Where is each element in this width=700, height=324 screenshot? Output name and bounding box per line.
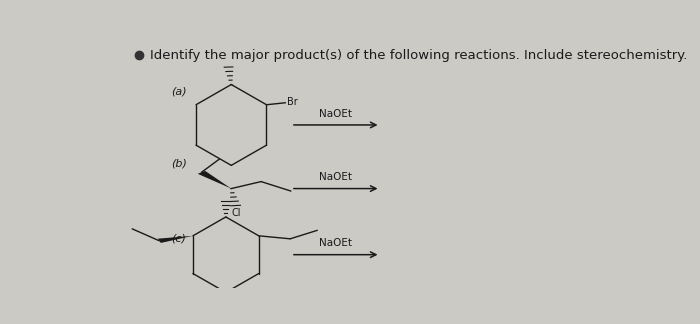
Text: (c): (c) [172,234,186,243]
Text: Cl: Cl [232,208,242,218]
Text: NaOEt: NaOEt [319,172,352,182]
Text: Identify the major product(s) of the following reactions. Include stereochemistr: Identify the major product(s) of the fol… [150,49,687,62]
Text: Br: Br [286,97,297,107]
Text: (b): (b) [172,159,188,168]
Polygon shape [197,171,231,189]
Text: NaOEt: NaOEt [319,109,352,119]
Polygon shape [158,236,193,243]
Text: (a): (a) [172,86,187,96]
Text: NaOEt: NaOEt [319,238,352,249]
